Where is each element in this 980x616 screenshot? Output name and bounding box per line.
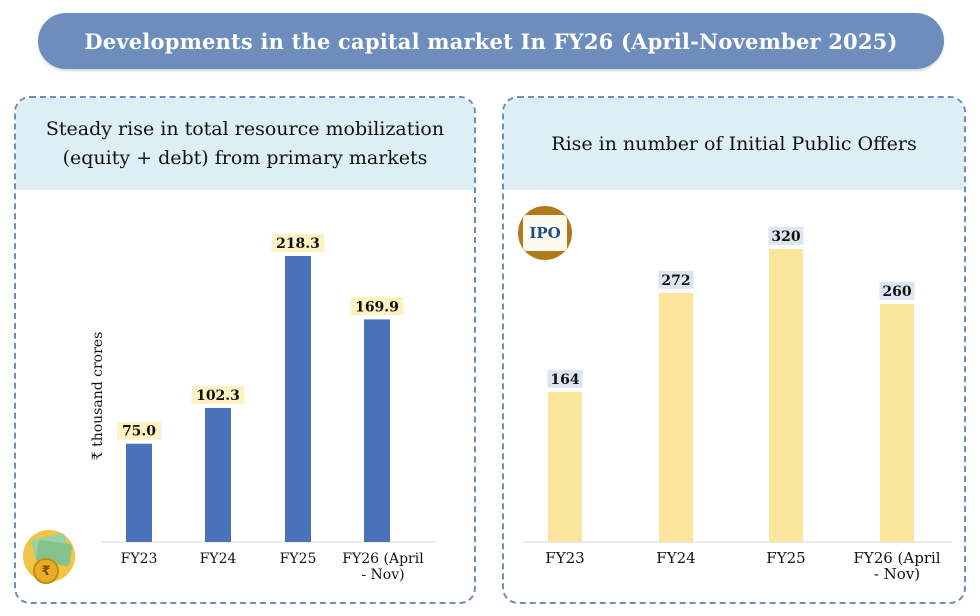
data-label: 260 [882,284,911,300]
resource-mobilization-panel: Steady rise in total resource mobilizati… [14,96,476,604]
tick-label: FY25 [766,549,805,567]
rupee-money-icon: ₹ [23,530,75,584]
data-label: 272 [661,273,690,289]
data-label: 169.9 [355,299,399,315]
ipo-title: Rise in number of Initial Public Offers [504,98,964,190]
bar-fy24 [659,292,693,542]
data-label-bg [658,270,694,289]
page-title: Developments in the capital market In FY… [84,28,898,54]
tick-label: FY24 [656,549,695,567]
bar-fy25 [285,255,311,542]
y-axis-label: ₹ thousand crores [90,332,106,461]
tick-label: FY26 (April [342,551,424,567]
resource-mobilization-title: Steady rise in total resource mobilizati… [16,98,474,190]
chart-title-line-2: (equity + debt) from primary markets [62,147,428,169]
data-label-bg [879,281,915,300]
ipo-chart-icon: IPO [518,206,572,260]
page-title-banner: Developments in the capital market In FY… [38,13,944,69]
resource-mobilization-chart: 75.0 FY23 102.3 FY24 218.3 FY25 169.9 FY26 (Apr… [90,233,436,583]
data-label-bg [547,369,583,388]
tick-label: - Nov) [361,567,404,583]
ipo-icon-text: IPO [523,215,567,251]
data-label-bg [350,297,404,316]
tick-label: - Nov) [874,565,920,583]
bar-fy23 [548,391,582,542]
rupee-coin-icon: ₹ [33,558,59,584]
data-label: 102.3 [196,388,240,404]
data-label: 218.3 [276,236,320,252]
bar-fy26 [880,303,914,542]
data-label: 320 [771,229,800,245]
ipo-chart: 164 FY23 272 FY24 320 FY25 260 FY26 (April- Nov… [522,226,952,583]
data-label-bg [117,421,161,440]
data-label: 75.0 [122,424,156,440]
chart-title: Rise in number of Initial Public Offers [551,132,917,155]
bar-fy26 [364,319,390,542]
data-label-bg [191,385,245,404]
data-label-bg [271,233,325,252]
tick-label: FY24 [200,551,237,567]
bar-fy23 [126,443,152,542]
bar-fy24 [205,407,231,542]
data-label-bg [768,226,804,245]
tick-label: FY25 [280,551,317,567]
tick-label: FY23 [545,549,584,567]
data-label: 164 [550,372,579,388]
chart-title-line-1: Steady rise in total resource mobilizati… [45,118,445,140]
tick-label: FY23 [121,551,158,567]
tick-label: FY26 (April [853,549,940,567]
ipo-panel: Rise in number of Initial Public Offers … [502,96,966,604]
bar-fy25 [769,248,803,542]
